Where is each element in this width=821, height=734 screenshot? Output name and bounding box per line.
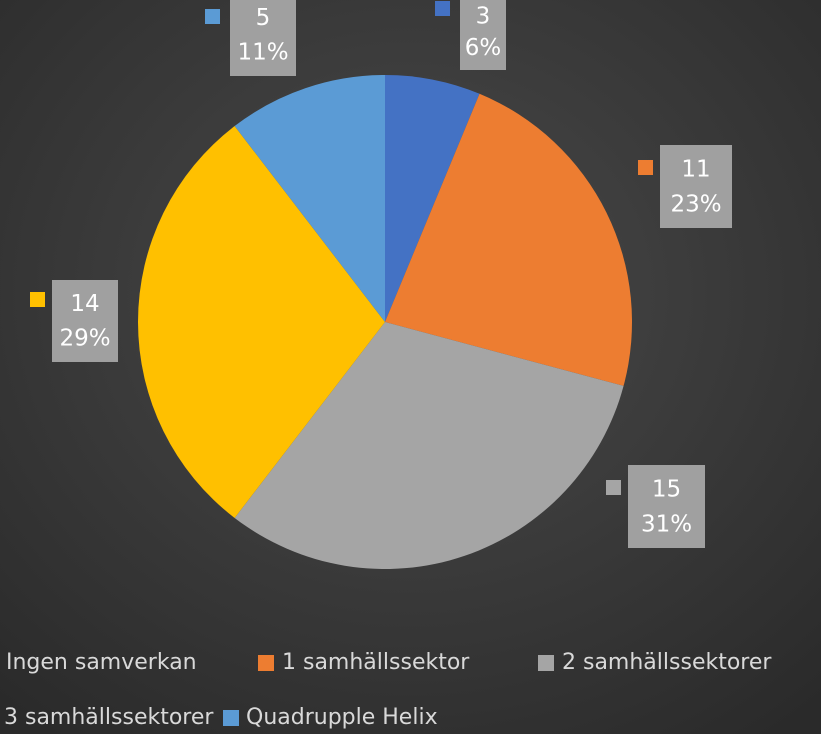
label-box bbox=[628, 465, 705, 548]
data-label-percent: 6% bbox=[465, 35, 502, 61]
data-label-percent: 29% bbox=[59, 326, 110, 352]
pie-slice bbox=[234, 322, 624, 569]
data-label: 15 bbox=[652, 476, 681, 502]
label-box bbox=[460, 0, 506, 70]
pie-slice bbox=[138, 126, 385, 518]
data-label: 11 bbox=[681, 156, 710, 182]
legend-label: Quadrupple Helix bbox=[246, 705, 438, 730]
label-box bbox=[230, 0, 296, 76]
legend-marker bbox=[258, 655, 274, 671]
label-box bbox=[52, 280, 118, 362]
label-key bbox=[30, 292, 45, 307]
data-label: 3 bbox=[476, 3, 491, 29]
legend-label: Ingen samverkan bbox=[6, 650, 197, 675]
legend-label: 2 samhällssektorer bbox=[562, 650, 772, 675]
pie bbox=[138, 75, 632, 569]
pie-slice bbox=[234, 75, 385, 322]
label-key bbox=[205, 9, 220, 24]
label-box bbox=[660, 145, 732, 228]
data-label-percent: 23% bbox=[670, 191, 721, 217]
label-key bbox=[435, 1, 450, 16]
data-label: 5 bbox=[256, 5, 271, 31]
legend-marker bbox=[538, 655, 554, 671]
data-label: 14 bbox=[70, 291, 99, 317]
legend-label: 1 samhällssektor bbox=[282, 650, 470, 675]
data-labels: 3 6% 11 23% 15 31% 14 29% 5 11% bbox=[30, 0, 732, 548]
legend-marker bbox=[223, 710, 239, 726]
data-label-percent: 11% bbox=[237, 40, 288, 66]
label-key bbox=[606, 480, 621, 495]
legend: Ingen samverkan 1 samhällssektor 2 samhäll… bbox=[4, 650, 772, 730]
data-label-percent: 31% bbox=[641, 511, 692, 537]
pie-slice bbox=[385, 93, 632, 386]
legend-label: 3 samhällssektorer bbox=[4, 705, 214, 730]
label-key bbox=[638, 160, 653, 175]
pie-slice bbox=[385, 75, 480, 322]
